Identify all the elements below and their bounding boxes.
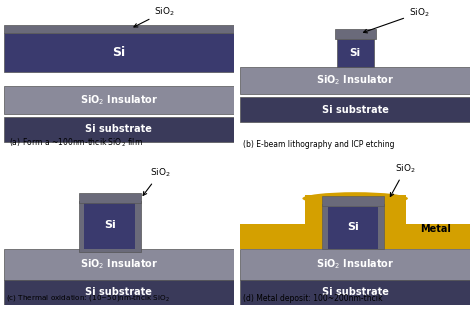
FancyBboxPatch shape <box>4 280 234 305</box>
Text: SiO$_2$: SiO$_2$ <box>134 5 175 27</box>
FancyBboxPatch shape <box>4 25 234 33</box>
Text: (d) Metal deposit: 100~200nm-thcik: (d) Metal deposit: 100~200nm-thcik <box>243 294 382 303</box>
Text: Si substrate: Si substrate <box>322 105 389 115</box>
Text: SiO$_2$ Insulator: SiO$_2$ Insulator <box>316 257 394 271</box>
FancyBboxPatch shape <box>305 199 328 249</box>
FancyBboxPatch shape <box>240 280 470 305</box>
Ellipse shape <box>302 192 408 205</box>
Text: Si: Si <box>104 220 116 230</box>
FancyBboxPatch shape <box>4 33 234 72</box>
Text: SiO$_2$ Insulator: SiO$_2$ Insulator <box>316 74 394 87</box>
FancyBboxPatch shape <box>305 195 406 202</box>
FancyBboxPatch shape <box>79 193 141 203</box>
FancyBboxPatch shape <box>322 196 384 205</box>
FancyBboxPatch shape <box>335 29 376 39</box>
FancyBboxPatch shape <box>240 66 470 95</box>
Text: (b) E-beam lithography and ICP etching: (b) E-beam lithography and ICP etching <box>243 140 394 149</box>
FancyBboxPatch shape <box>337 39 374 66</box>
FancyBboxPatch shape <box>240 249 470 280</box>
FancyBboxPatch shape <box>4 86 234 114</box>
FancyBboxPatch shape <box>240 97 470 122</box>
FancyBboxPatch shape <box>322 204 384 249</box>
Text: (a) Form a ~100nm-thcik SiO$_2$ film: (a) Form a ~100nm-thcik SiO$_2$ film <box>9 137 143 149</box>
Text: Si substrate: Si substrate <box>85 287 152 297</box>
Text: SiO$_2$ Insulator: SiO$_2$ Insulator <box>80 257 158 271</box>
Text: SiO$_2$: SiO$_2$ <box>391 162 416 197</box>
Text: SiO$_2$: SiO$_2$ <box>364 6 430 33</box>
Text: SiO$_2$: SiO$_2$ <box>143 167 171 195</box>
FancyBboxPatch shape <box>328 207 378 249</box>
FancyBboxPatch shape <box>4 249 234 280</box>
Text: SiO$_2$ Insulator: SiO$_2$ Insulator <box>80 93 158 107</box>
Text: Si substrate: Si substrate <box>322 287 389 297</box>
FancyBboxPatch shape <box>79 201 141 252</box>
FancyBboxPatch shape <box>4 117 234 142</box>
Text: Si: Si <box>350 48 361 57</box>
Text: (c) Thermal oxidation: (10~50)nm-thcik SiO$_2$: (c) Thermal oxidation: (10~50)nm-thcik S… <box>7 294 171 303</box>
FancyBboxPatch shape <box>240 224 309 249</box>
FancyBboxPatch shape <box>84 203 135 249</box>
Text: Si substrate: Si substrate <box>85 125 152 134</box>
Text: Si: Si <box>112 46 126 59</box>
Text: Metal: Metal <box>420 224 451 234</box>
Text: Si: Si <box>347 222 359 231</box>
FancyBboxPatch shape <box>383 199 406 249</box>
FancyBboxPatch shape <box>401 224 470 249</box>
